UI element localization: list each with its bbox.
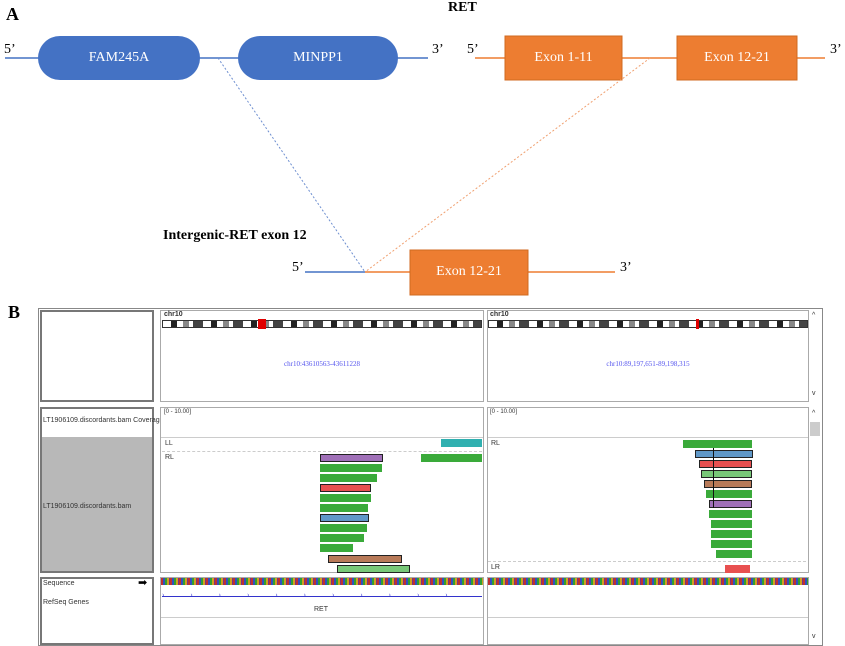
read: [704, 480, 752, 488]
exon-a-label: Exon 1-11: [534, 50, 593, 65]
range-right: [0 - 10.00]: [490, 409, 518, 415]
read: [709, 510, 752, 518]
centromere-marker-left: [258, 319, 266, 329]
coverage-track-label: LT1906109.discordants.bam Coverage: [43, 417, 164, 424]
read: [337, 565, 410, 573]
three-prime-2: 3’: [830, 42, 842, 57]
read: [320, 544, 353, 552]
read: [716, 550, 752, 558]
read: [320, 484, 371, 492]
read: [699, 460, 752, 468]
read: [320, 464, 382, 472]
read: [709, 500, 752, 508]
name-panel-top: [40, 310, 154, 402]
exon-1-11: [504, 35, 623, 81]
sequence-track-name[interactable]: Sequence: [43, 580, 75, 587]
coverage-divider-left: [161, 437, 483, 438]
read: [320, 494, 371, 502]
bam-track-name[interactable]: LT1906109.discordants.bam: [43, 503, 132, 510]
name-panel-bottom: [40, 577, 154, 645]
five-prime-2: 5’: [467, 42, 479, 57]
read: [320, 524, 367, 532]
ll-rl-divider: [162, 451, 482, 452]
ideogram-left: [162, 320, 482, 328]
fusion-diagram: [5, 35, 825, 296]
track-divider-right: [488, 617, 808, 618]
read: [320, 534, 364, 542]
refseq-track-name[interactable]: RefSeq Genes: [43, 599, 89, 606]
bam-name-bg: [42, 437, 152, 571]
read: [706, 490, 752, 498]
read: [711, 540, 752, 548]
bottom-left: [160, 577, 484, 645]
breakpoint-line: [713, 448, 714, 508]
coverage-track-name[interactable]: LT1906109.discordants.bam Coverage: [43, 415, 164, 427]
scroll-up-icon[interactable]: ^: [812, 312, 816, 319]
five-prime-3: 5’: [292, 260, 304, 275]
row-rl-label-right: RL: [491, 440, 500, 447]
fusion-exon-label: Exon 12-21: [436, 264, 502, 279]
exon-12-21: [676, 35, 798, 81]
read: [320, 504, 368, 512]
range-left: [0 - 10.00]: [164, 409, 192, 415]
gene-minpp1: [238, 36, 398, 80]
data-right: [487, 407, 809, 573]
ret-gene-strand: ›››››››››››: [162, 591, 474, 599]
read: [441, 439, 482, 447]
read: [711, 530, 752, 538]
three-prime-1: 3’: [432, 42, 444, 57]
coverage-divider-right: [488, 437, 808, 438]
strand-arrow-icon[interactable]: ➡: [138, 577, 148, 589]
read: [725, 565, 750, 573]
chrom-right: chr10: [490, 311, 509, 318]
bottom-right: [487, 577, 809, 645]
panel-b-label: B: [8, 302, 21, 322]
locus-right: chr10:89,197,651-89,198,315: [606, 360, 690, 368]
row-rl-label-left: RL: [165, 454, 174, 461]
exon-b-label: Exon 12-21: [704, 50, 770, 65]
read: [711, 520, 752, 528]
scroll-up-icon-2[interactable]: ^: [812, 410, 816, 417]
sequence-track-left: [161, 578, 483, 585]
row-lr-label: LR: [491, 564, 500, 571]
scroll-down-icon[interactable]: v: [812, 390, 816, 397]
gene1-label: FAM245A: [88, 50, 150, 65]
read: [683, 440, 752, 448]
gene-fam245a: [38, 36, 200, 80]
scroll-down-icon-3[interactable]: v: [812, 633, 816, 640]
five-prime-1: 5’: [4, 42, 16, 57]
row-ll-label: LL: [165, 440, 173, 447]
read: [695, 450, 753, 458]
track-divider-left: [161, 617, 483, 618]
read: [701, 470, 752, 478]
ret-title: RET: [448, 0, 477, 15]
rl-lr-divider: [488, 561, 806, 562]
read: [421, 454, 482, 462]
chrom-left: chr10: [164, 311, 183, 318]
read: [320, 454, 383, 462]
read: [328, 555, 402, 563]
fusion-title: Intergenic-RET exon 12: [163, 228, 307, 243]
ret-gene-line: [162, 596, 482, 597]
sequence-track-right: [488, 578, 808, 585]
read: [320, 514, 369, 522]
read: [320, 474, 377, 482]
locus-marker-right: [696, 319, 699, 329]
fusion-exon: [409, 249, 529, 296]
scrollbar-thumb[interactable]: [810, 422, 820, 436]
ret-gene-label: RET: [314, 606, 328, 613]
gene2-label: MINPP1: [293, 50, 343, 65]
three-prime-3: 3’: [620, 260, 632, 275]
ideogram-right: [488, 320, 808, 328]
locus-left: chr10:43610563-43611228: [284, 360, 360, 368]
panel-a-label: A: [6, 4, 19, 24]
